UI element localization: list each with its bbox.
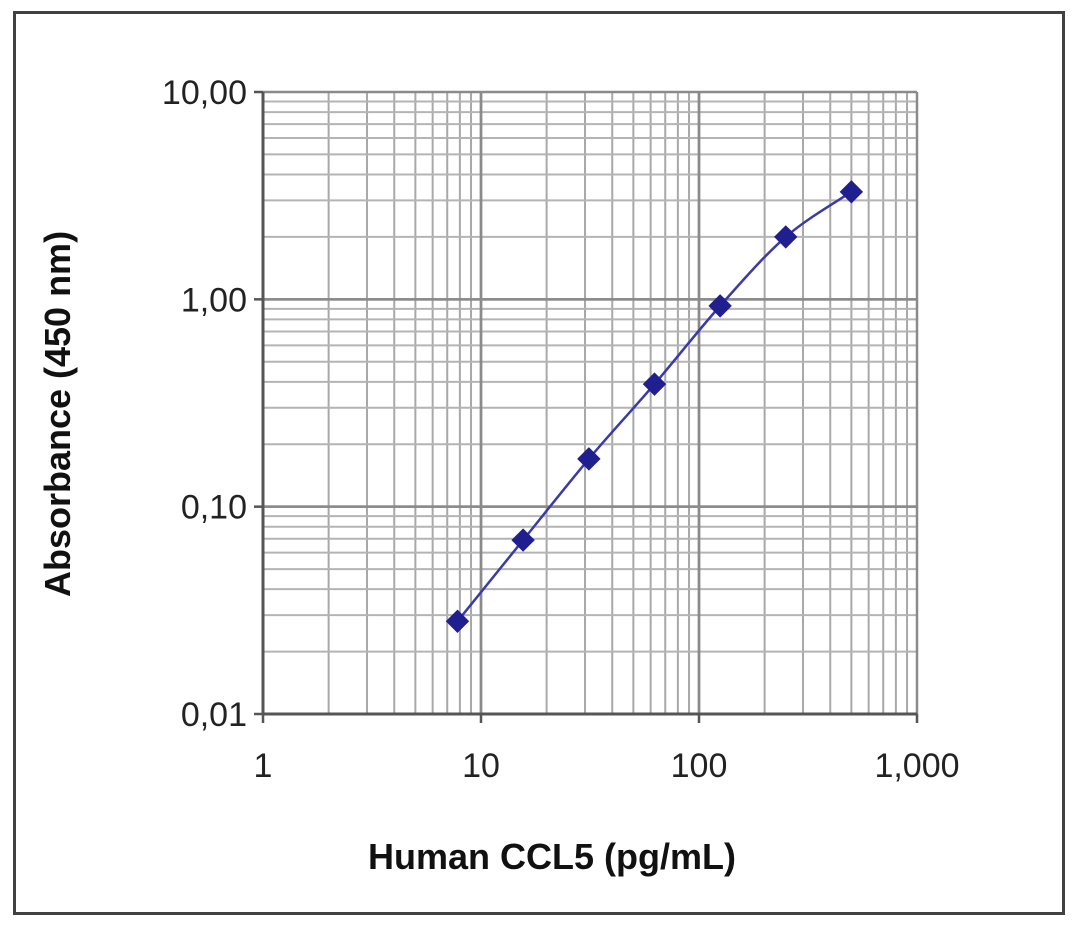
- x-axis-title: Human CCL5 (pg/mL): [368, 836, 736, 877]
- x-tick-labels: 1 10 100 1,000: [254, 747, 960, 785]
- grid-minor: [263, 92, 917, 714]
- data-point-marker: [708, 294, 732, 318]
- x-tick-label: 1: [254, 747, 273, 785]
- data-point-marker: [577, 447, 601, 471]
- series-group: [445, 180, 864, 633]
- chart-frame: [13, 11, 1065, 915]
- y-axis-title: Absorbance (450 nm): [37, 231, 78, 597]
- x-tick-label: 10: [462, 747, 500, 785]
- axis-ticks: [254, 90, 919, 723]
- y-tick-label: 0,10: [181, 489, 247, 527]
- y-tick-label: 10,00: [162, 74, 247, 112]
- x-tick-label: 1,000: [874, 747, 959, 785]
- data-point-marker: [839, 180, 864, 204]
- y-tick-label: 0,01: [181, 696, 247, 734]
- x-tick-label: 100: [671, 747, 728, 785]
- y-tick-label: 1,00: [181, 281, 247, 319]
- data-point-marker: [445, 609, 470, 633]
- y-tick-labels: 10,00 1,00 0,10 0,01: [162, 74, 247, 734]
- data-point-marker: [642, 372, 667, 396]
- data-point-marker: [774, 225, 798, 249]
- data-point-marker: [511, 528, 535, 552]
- axes: [261, 92, 917, 716]
- series-line: [456, 190, 853, 623]
- grid-major: [263, 90, 919, 714]
